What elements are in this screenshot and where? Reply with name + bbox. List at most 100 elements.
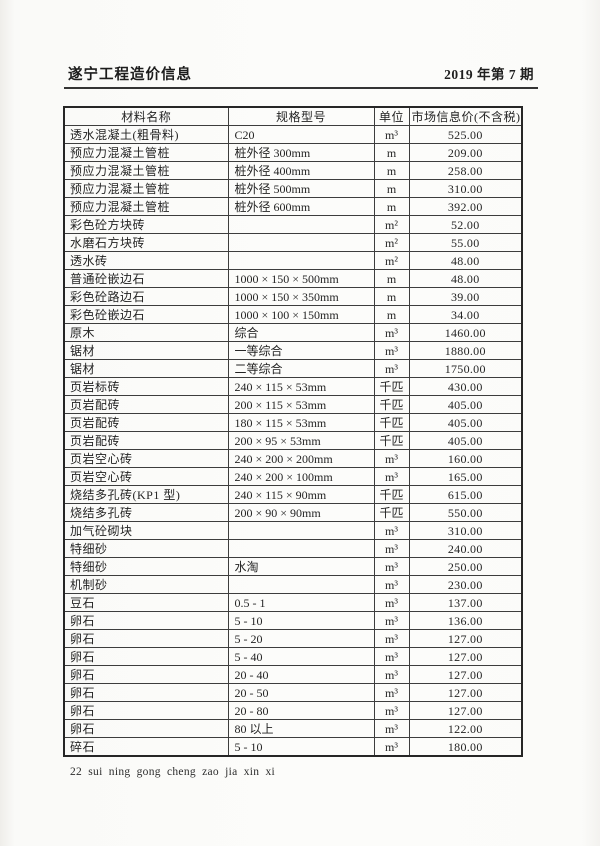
material-name-cell: 预应力混凝土管桩 [63,179,229,198]
column-header-spec-model: 规格型号 [227,106,375,126]
material-name-cell: 页岩空心砖 [63,467,229,486]
material-name-cell: 彩色砼路边石 [63,287,229,306]
price-cell: 137.00 [408,593,523,612]
material-name-cell: 卵石 [63,611,229,630]
unit-cell: m³ [373,341,410,360]
table-row: 卵石 5 - 10 m³ 136.00 [63,611,523,630]
table-row: 烧结多孔砖 200 × 90 × 90mm 千匹 550.00 [63,503,523,522]
table-row: 彩色砼方块砖 m² 52.00 [63,215,523,234]
unit-cell: m² [373,233,410,252]
price-cell: 392.00 [408,197,523,216]
spec-cell [227,233,375,252]
table-row: 彩色砼嵌边石 1000 × 100 × 150mm m 34.00 [63,305,523,324]
spec-cell: 20 - 80 [227,701,375,720]
spec-cell: 240 × 200 × 100mm [227,467,375,486]
material-name-cell: 碎石 [63,737,229,757]
price-cell: 127.00 [408,701,523,720]
column-header-material-name: 材料名称 [63,106,229,126]
table-row: 卵石 80 以上 m³ 122.00 [63,719,523,738]
price-cell: 127.00 [408,647,523,666]
spec-cell: 桩外径 400mm [227,161,375,180]
spec-cell: 5 - 10 [227,737,375,757]
spec-cell [227,251,375,270]
material-name-cell: 卵石 [63,665,229,684]
column-header-market-price: 市场信息价(不含税) [408,106,523,126]
price-cell: 240.00 [408,539,523,558]
table-row: 烧结多孔砖(KP1 型) 240 × 115 × 90mm 千匹 615.00 [63,485,523,504]
unit-cell: m³ [373,593,410,612]
material-name-cell: 卵石 [63,719,229,738]
unit-cell: m³ [373,647,410,666]
unit-cell: m [373,287,410,306]
price-cell: 52.00 [408,215,523,234]
unit-cell: m³ [373,683,410,702]
price-cell: 310.00 [408,521,523,540]
unit-cell: m³ [373,539,410,558]
unit-cell: m³ [373,467,410,486]
price-cell: 127.00 [408,629,523,648]
spec-cell: 240 × 200 × 200mm [227,449,375,468]
spec-cell: 一等综合 [227,341,375,360]
spec-cell: C20 [227,125,375,144]
material-name-cell: 卵石 [63,701,229,720]
table-row: 预应力混凝土管桩 桩外径 600mm m 392.00 [63,197,523,216]
unit-cell: 千匹 [373,485,410,504]
unit-cell: m³ [373,557,410,576]
unit-cell: m³ [373,737,410,757]
price-cell: 127.00 [408,665,523,684]
spec-cell [227,521,375,540]
table-row: 水磨石方块砖 m² 55.00 [63,233,523,252]
unit-cell: m [373,143,410,162]
table-row: 预应力混凝土管桩 桩外径 300mm m 209.00 [63,143,523,162]
table-row: 卵石 20 - 40 m³ 127.00 [63,665,523,684]
price-cell: 405.00 [408,395,523,414]
spec-cell: 5 - 40 [227,647,375,666]
price-cell: 310.00 [408,179,523,198]
unit-cell: m [373,269,410,288]
spec-cell: 1000 × 150 × 500mm [227,269,375,288]
material-name-cell: 烧结多孔砖 [63,503,229,522]
spec-cell: 80 以上 [227,719,375,738]
material-name-cell: 页岩配砖 [63,431,229,450]
material-name-cell: 预应力混凝土管桩 [63,197,229,216]
material-price-table: 材料名称 规格型号 单位 市场信息价(不含税) 透水混凝土(粗骨料) C20 m³ 5… [63,106,523,757]
unit-cell: m² [373,251,410,270]
material-name-cell: 卵石 [63,647,229,666]
table-row: 页岩标砖 240 × 115 × 53mm 千匹 430.00 [63,377,523,396]
material-name-cell: 页岩标砖 [63,377,229,396]
unit-cell: 千匹 [373,503,410,522]
material-name-cell: 页岩空心砖 [63,449,229,468]
unit-cell: m³ [373,521,410,540]
material-name-cell: 彩色砼方块砖 [63,215,229,234]
spec-cell [227,539,375,558]
price-cell: 405.00 [408,413,523,432]
price-cell: 165.00 [408,467,523,486]
table-row: 彩色砼路边石 1000 × 150 × 350mm m 39.00 [63,287,523,306]
unit-cell: m [373,179,410,198]
price-cell: 127.00 [408,683,523,702]
journal-title: 遂宁工程造价信息 [68,67,192,83]
spec-cell: 1000 × 100 × 150mm [227,305,375,324]
table-header-row: 材料名称 规格型号 单位 市场信息价(不含税) [63,106,523,126]
spec-cell: 桩外径 500mm [227,179,375,198]
spec-cell: 200 × 95 × 53mm [227,431,375,450]
table-row: 卵石 20 - 50 m³ 127.00 [63,683,523,702]
price-cell: 1460.00 [408,323,523,342]
header-rule [64,87,538,89]
page-footer-text: 22 sui ning gong cheng zao jia xin xi [70,766,276,778]
material-name-cell: 普通砼嵌边石 [63,269,229,288]
spec-cell [227,575,375,594]
unit-cell: m³ [373,611,410,630]
spec-cell: 20 - 50 [227,683,375,702]
price-cell: 48.00 [408,269,523,288]
spec-cell: 1000 × 150 × 350mm [227,287,375,306]
price-cell: 405.00 [408,431,523,450]
unit-cell: 千匹 [373,377,410,396]
material-name-cell: 加气砼砌块 [63,521,229,540]
material-name-cell: 卵石 [63,683,229,702]
material-name-cell: 预应力混凝土管桩 [63,161,229,180]
table-row: 特细砂 水淘 m³ 250.00 [63,557,523,576]
price-cell: 209.00 [408,143,523,162]
price-cell: 1750.00 [408,359,523,378]
table-row: 页岩配砖 180 × 115 × 53mm 千匹 405.00 [63,413,523,432]
